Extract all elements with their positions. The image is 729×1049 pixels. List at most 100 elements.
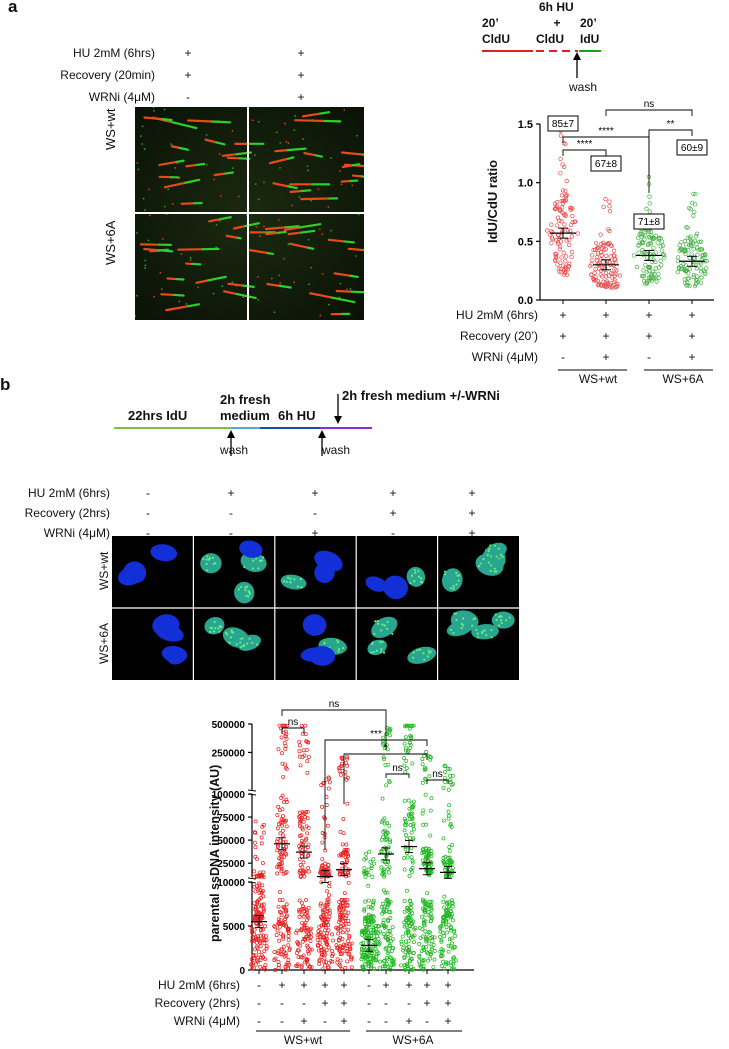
background-speck — [180, 252, 183, 255]
data-point — [443, 918, 448, 923]
ssdna-focus — [245, 642, 249, 645]
nucleus — [239, 540, 263, 558]
ssdna-focus — [202, 557, 205, 561]
data-point — [346, 938, 351, 943]
ssdna-focus — [213, 620, 216, 623]
data-point — [700, 253, 705, 258]
data-point — [429, 947, 434, 952]
data-point — [441, 836, 446, 841]
data-point — [549, 241, 554, 246]
background-speck — [318, 228, 321, 231]
data-point — [275, 839, 280, 844]
cond-value: - — [407, 996, 411, 1010]
data-point — [557, 247, 562, 252]
data-point — [561, 198, 567, 203]
data-point — [253, 889, 258, 894]
data-point — [325, 823, 330, 828]
data-point — [558, 208, 563, 213]
data-point — [689, 252, 694, 257]
background-speck — [287, 142, 290, 144]
y-tick-label: 0.0 — [518, 295, 533, 307]
data-point — [340, 946, 345, 951]
data-point — [426, 910, 431, 914]
data-point — [402, 899, 407, 904]
ssdna-focus — [480, 630, 484, 634]
data-point — [381, 829, 386, 834]
data-point — [362, 908, 367, 913]
fiber-segment — [143, 116, 164, 121]
data-point — [441, 856, 446, 860]
data-point — [382, 907, 387, 912]
cond-value: + — [688, 329, 696, 343]
data-point — [362, 965, 367, 970]
data-point — [278, 862, 283, 867]
data-point — [644, 281, 650, 286]
data-point — [261, 875, 266, 879]
fiber-segment — [289, 189, 303, 193]
background-speck — [306, 165, 309, 168]
background-speck — [178, 177, 180, 180]
significance-label: ns — [432, 769, 443, 780]
data-point — [322, 918, 327, 923]
cond-value: + — [382, 978, 390, 992]
data-point — [297, 743, 302, 748]
data-point — [282, 906, 287, 911]
data-point — [417, 954, 422, 959]
data-point — [254, 884, 259, 889]
data-point — [405, 749, 410, 754]
data-point — [411, 799, 416, 804]
significance-label: ns — [288, 717, 299, 728]
data-point — [277, 890, 282, 895]
data-point — [253, 830, 258, 835]
ssdna-focus — [488, 547, 491, 550]
data-point — [337, 908, 342, 912]
group-label: WS+wt — [578, 372, 618, 386]
ssdna-focus — [499, 553, 503, 556]
background-speck — [298, 195, 301, 198]
data-point — [367, 849, 372, 854]
data-point — [340, 914, 345, 919]
ssdna-focus — [419, 580, 423, 583]
ssdna-focus — [476, 632, 479, 635]
background-speck — [161, 238, 164, 240]
data-point — [388, 929, 393, 933]
data-point — [596, 245, 601, 250]
ssdna-focus — [501, 555, 504, 558]
data-point — [420, 780, 425, 785]
timeline-scheme — [114, 394, 372, 456]
ssdna-focus — [218, 630, 221, 633]
data-point — [387, 733, 392, 738]
data-point — [327, 893, 331, 898]
data-point — [447, 849, 452, 854]
scheme-label: 22hrs IdU — [128, 408, 188, 423]
data-point — [420, 914, 424, 919]
data-point — [607, 260, 612, 265]
nucleus — [365, 576, 387, 592]
data-point — [361, 940, 366, 945]
ssdna-focus — [455, 583, 458, 586]
y-tick-label: 250000 — [212, 748, 246, 759]
cond-label: HU 2mM (6hrs) — [72, 46, 155, 60]
data-point — [598, 232, 603, 237]
data-point — [682, 247, 687, 252]
data-point — [389, 939, 394, 943]
data-point — [407, 949, 411, 954]
ssdna-focus — [413, 569, 417, 572]
data-point — [677, 242, 682, 248]
cond-value: + — [423, 996, 431, 1010]
ssdna-focus — [220, 625, 223, 628]
data-point — [279, 735, 284, 740]
data-point — [339, 763, 344, 768]
data-point — [330, 932, 335, 937]
background-speck — [340, 183, 343, 186]
data-point — [647, 194, 652, 199]
ssdna-focus — [245, 594, 248, 598]
percentage-label: 67±8 — [595, 159, 618, 170]
data-point — [558, 260, 563, 265]
ssdna-focus — [241, 637, 244, 640]
fiber-segment — [294, 119, 327, 123]
data-point — [276, 917, 281, 922]
data-point — [639, 273, 645, 279]
ssdna-focus — [287, 576, 290, 579]
data-point — [385, 890, 390, 895]
